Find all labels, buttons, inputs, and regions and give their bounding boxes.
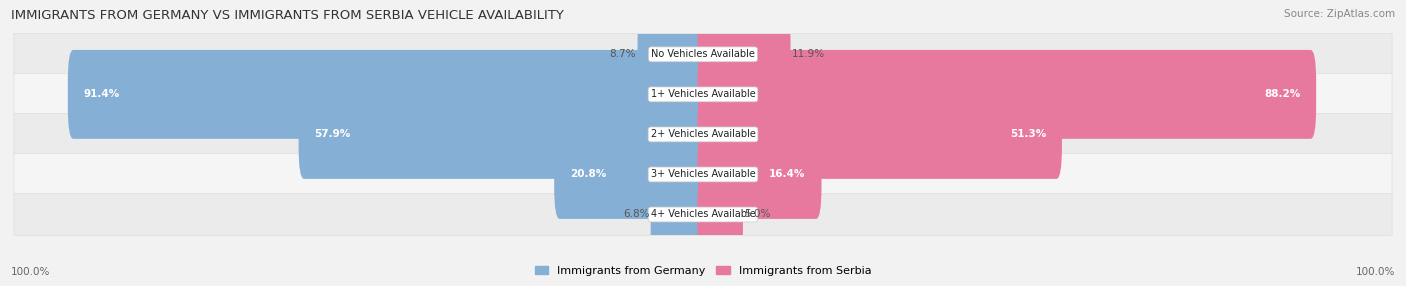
Text: 6.8%: 6.8% [623, 210, 650, 219]
Text: 8.7%: 8.7% [610, 49, 636, 59]
Text: 51.3%: 51.3% [1010, 130, 1046, 139]
Text: No Vehicles Available: No Vehicles Available [651, 49, 755, 59]
Text: 100.0%: 100.0% [1355, 267, 1395, 277]
FancyBboxPatch shape [697, 170, 742, 259]
Text: 91.4%: 91.4% [83, 90, 120, 99]
FancyBboxPatch shape [637, 10, 709, 99]
Text: 11.9%: 11.9% [792, 49, 825, 59]
FancyBboxPatch shape [14, 154, 1392, 195]
Text: 20.8%: 20.8% [569, 170, 606, 179]
FancyBboxPatch shape [651, 170, 709, 259]
Text: Source: ZipAtlas.com: Source: ZipAtlas.com [1284, 9, 1395, 19]
Legend: Immigrants from Germany, Immigrants from Serbia: Immigrants from Germany, Immigrants from… [530, 261, 876, 281]
FancyBboxPatch shape [14, 33, 1392, 75]
FancyBboxPatch shape [697, 130, 821, 219]
FancyBboxPatch shape [67, 50, 709, 139]
Text: 16.4%: 16.4% [769, 170, 806, 179]
Text: 100.0%: 100.0% [11, 267, 51, 277]
Text: 57.9%: 57.9% [315, 130, 350, 139]
Text: IMMIGRANTS FROM GERMANY VS IMMIGRANTS FROM SERBIA VEHICLE AVAILABILITY: IMMIGRANTS FROM GERMANY VS IMMIGRANTS FR… [11, 9, 564, 21]
Text: 2+ Vehicles Available: 2+ Vehicles Available [651, 130, 755, 139]
FancyBboxPatch shape [14, 114, 1392, 155]
FancyBboxPatch shape [697, 10, 790, 99]
FancyBboxPatch shape [697, 50, 1316, 139]
Text: 5.0%: 5.0% [744, 210, 770, 219]
Text: 88.2%: 88.2% [1264, 90, 1301, 99]
FancyBboxPatch shape [14, 194, 1392, 235]
FancyBboxPatch shape [554, 130, 709, 219]
FancyBboxPatch shape [14, 74, 1392, 115]
FancyBboxPatch shape [697, 90, 1062, 179]
Text: 4+ Vehicles Available: 4+ Vehicles Available [651, 210, 755, 219]
Text: 1+ Vehicles Available: 1+ Vehicles Available [651, 90, 755, 99]
Text: 3+ Vehicles Available: 3+ Vehicles Available [651, 170, 755, 179]
FancyBboxPatch shape [298, 90, 709, 179]
